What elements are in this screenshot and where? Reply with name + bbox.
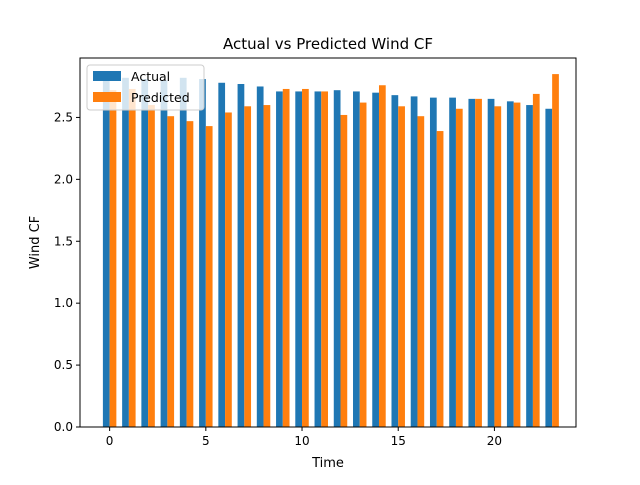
bar-predicted-2 [148,105,155,428]
bar-actual-23 [545,108,553,427]
legend: Actual Predicted [86,64,205,111]
bar-actual-16 [410,96,418,428]
bar-actual-13 [353,91,360,427]
x-tick-label: 20 [487,434,502,448]
y-tick-label: 0.0 [54,420,73,434]
x-ticks: 0 5 10 15 20 [106,427,502,448]
bar-predicted-9 [282,88,290,428]
bar-actual-6 [218,82,226,427]
bar-predicted-3 [167,116,175,427]
y-tick-label: 1.5 [54,234,73,248]
bar-predicted-16 [417,116,425,427]
bar-actual-10 [295,91,303,427]
bar-predicted-5 [205,126,213,427]
bar-predicted-10 [302,88,309,428]
y-axis-label: Wind CF [28,216,43,269]
x-tick-label: 5 [202,434,210,448]
bar-actual-14 [372,92,379,427]
bar-actual-4 [179,77,187,428]
bar-actual-7 [237,84,245,427]
y-tick-label: 2.5 [54,110,73,124]
bar-actual-5 [199,79,206,427]
x-tick-label: 15 [391,434,406,448]
bar-predicted-17 [436,131,444,427]
bar-predicted-21 [513,102,521,427]
bar-actual-20 [487,98,495,427]
bar-actual-0 [102,75,110,427]
bar-actual-21 [506,101,514,427]
bar-predicted-22 [532,93,540,427]
legend-label-predicted: Predicted [131,90,190,105]
bar-predicted-23 [552,74,559,427]
bar-predicted-0 [109,90,117,427]
bar-predicted-19 [475,98,482,427]
bar-actual-1 [122,77,129,428]
bar-predicted-1 [128,88,136,428]
bar-actual-22 [526,105,533,428]
bar-actual-3 [160,80,168,428]
bar-predicted-12 [340,114,348,428]
bar-predicted-11 [321,91,328,427]
y-tick-label: 1.0 [54,296,73,310]
bar-predicted-6 [225,112,232,428]
bar-actual-2 [141,79,149,427]
bar-predicted-4 [186,121,194,428]
bar-actual-17 [429,97,437,428]
y-tick-label: 0.5 [54,358,73,372]
legend-label-actual: Actual [131,69,170,84]
bar-actual-8 [256,86,264,428]
bar-actual-9 [276,91,283,427]
bar-actual-11 [314,91,322,427]
bar-predicted-15 [398,106,405,428]
bar-predicted-18 [455,108,463,427]
y-tick-label: 2.0 [54,172,73,186]
bar-predicted-14 [378,85,386,427]
bar-predicted-8 [263,105,271,428]
x-tick-label: 0 [106,434,114,448]
x-axis-label: Time [311,456,344,471]
bars-layer [102,74,559,428]
bar-predicted-7 [244,106,252,428]
chart-title: Actual vs Predicted Wind CF [223,35,433,53]
bar-predicted-20 [494,106,502,428]
bar-actual-18 [449,97,456,428]
axes-frame [79,57,577,428]
x-tick-label: 10 [294,434,309,448]
y-ticks: 0.0 0.5 1.0 1.5 2.0 2.5 [54,110,80,434]
legend-swatch-predicted [93,92,121,102]
bar-actual-15 [391,95,399,428]
bar-predicted-13 [359,102,367,427]
bar-actual-19 [468,98,476,427]
bar-actual-12 [333,90,341,427]
legend-swatch-actual [93,71,121,81]
